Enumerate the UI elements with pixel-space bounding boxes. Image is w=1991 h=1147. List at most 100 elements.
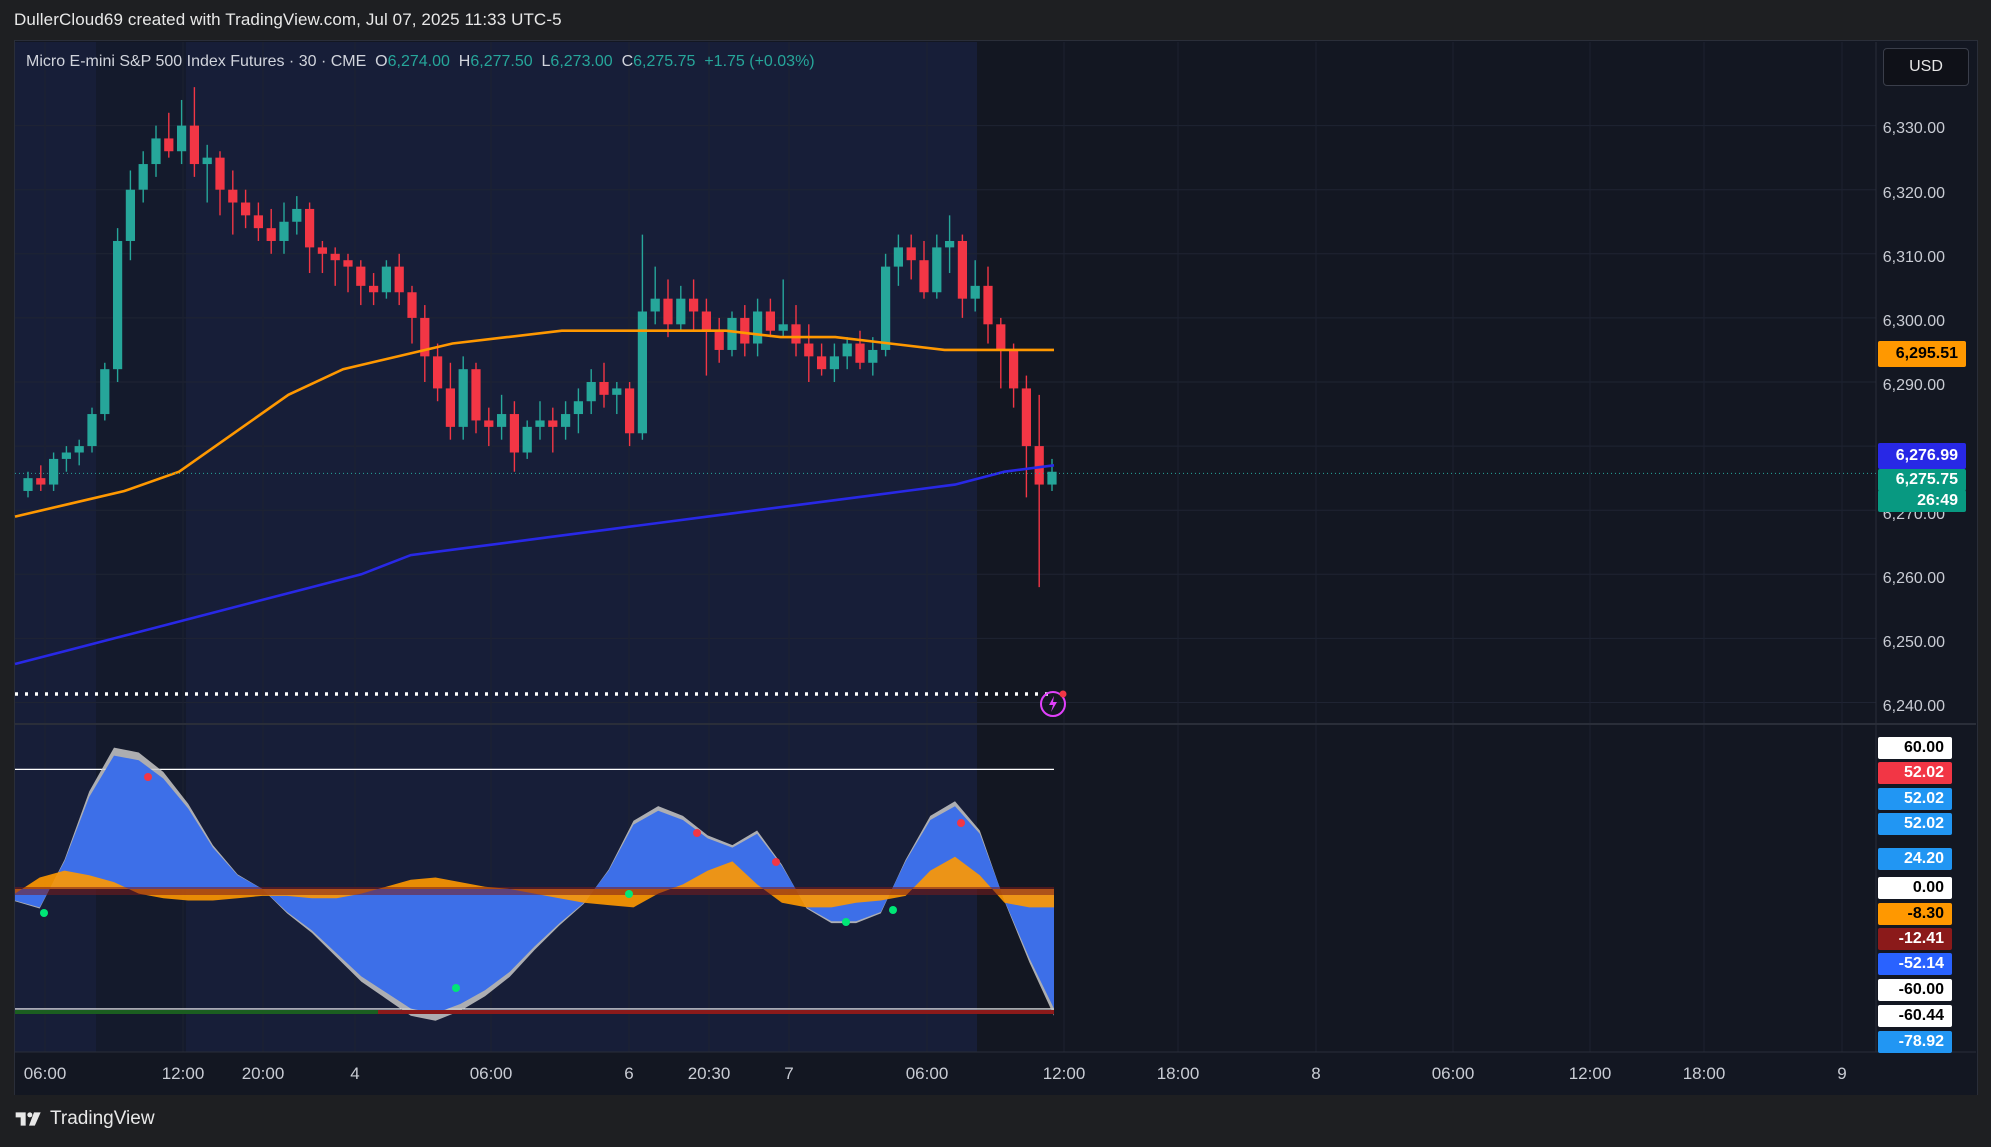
price-axis-label: 6,300.00: [1882, 313, 1945, 330]
oscillator-tag: 52.02: [1878, 813, 1952, 835]
oscillator-tag: 52.02: [1878, 788, 1952, 810]
candle-body: [1021, 388, 1032, 447]
oscillator-tag: -60.00: [1878, 979, 1952, 1001]
oscillator-tag: -78.92: [1878, 1031, 1952, 1053]
signal-dot: [957, 819, 965, 827]
candle-body: [650, 298, 660, 312]
candle-body: [381, 266, 392, 293]
candle-body: [842, 343, 852, 357]
tradingview-brand[interactable]: TradingView: [14, 1108, 155, 1130]
candle-body: [701, 311, 712, 331]
oscillator-tag: 60.00: [1878, 737, 1952, 759]
candle-body: [87, 414, 97, 447]
candle-body: [535, 420, 545, 427]
price-tag: 6,295.51: [1878, 341, 1966, 367]
candle-body: [1034, 446, 1044, 485]
time-axis-label: 06:00: [905, 1064, 949, 1083]
candle-body: [752, 311, 763, 344]
time-axis-label: 4: [350, 1064, 360, 1083]
candle-body: [61, 452, 72, 459]
price-tag: 26:49: [1878, 490, 1966, 512]
currency-selector[interactable]: USD: [1883, 48, 1969, 86]
candle-body: [829, 356, 840, 370]
candle-body: [394, 266, 404, 293]
candle-body: [944, 240, 955, 248]
close-value: 6,275.75: [633, 53, 696, 70]
price-tag: 6,276.99: [1878, 443, 1966, 469]
low-key: L: [541, 53, 551, 70]
candle-body: [240, 202, 251, 216]
candle-body: [266, 228, 276, 241]
candle-body: [740, 317, 750, 344]
oscillator-tag: 52.02: [1878, 762, 1952, 784]
change-value: +1.75 (+0.03%): [704, 53, 815, 70]
time-axis-label: 18:00: [1682, 1064, 1726, 1083]
candle-body: [509, 414, 520, 453]
price-axis-label: 6,240.00: [1882, 698, 1945, 715]
candle-body: [189, 125, 200, 165]
candle-body: [714, 330, 724, 350]
candle-body: [407, 292, 417, 318]
candle-body: [36, 478, 46, 485]
candle-body: [855, 343, 865, 363]
open-value: 6,274.00: [387, 53, 450, 70]
candle-body: [919, 260, 929, 293]
candle-body: [176, 125, 187, 152]
price-tag: 6,275.75: [1878, 469, 1966, 491]
oscillator-tag: -8.30: [1878, 903, 1952, 925]
candle-body: [548, 420, 558, 427]
candle-body: [957, 240, 968, 299]
signal-dot: [625, 890, 633, 898]
candle-body: [368, 285, 379, 293]
top-bar: DullerCloud69 created with TradingView.c…: [0, 0, 1991, 40]
candle-body: [996, 324, 1006, 350]
candle-body: [663, 298, 673, 325]
ema-fast-line: [14, 329, 1054, 518]
candle-body: [804, 343, 814, 357]
price-axis-label: 6,320.00: [1882, 185, 1945, 202]
candle-body: [445, 388, 456, 427]
price-axis-label: 6,250.00: [1882, 634, 1945, 651]
candle-body: [765, 311, 776, 331]
time-axis-label: 20:00: [241, 1064, 285, 1083]
signal-dot: [452, 984, 460, 992]
price-axis-label: 6,290.00: [1882, 377, 1945, 394]
oscillator-tag: -12.41: [1878, 928, 1952, 950]
symbol-legend[interactable]: Micro E-mini S&P 500 Index Futures · 30 …: [26, 53, 815, 71]
candle-body: [228, 189, 238, 203]
high-value: 6,277.50: [470, 53, 533, 70]
candle-body: [23, 478, 33, 491]
candle-body: [599, 382, 609, 395]
time-axis-label: 06:00: [1431, 1064, 1475, 1083]
candle-body: [1008, 349, 1019, 389]
brand-name: TradingView: [50, 1108, 155, 1129]
candle-body: [880, 266, 891, 350]
signal-dot: [889, 906, 897, 914]
candle-body: [983, 285, 993, 325]
ema-slow-line: [14, 464, 1055, 666]
lightning-icon[interactable]: [1039, 689, 1067, 717]
candle-body: [356, 266, 366, 286]
time-axis-label: 9: [1837, 1064, 1847, 1083]
candle-body: [970, 285, 980, 299]
candle-body: [868, 349, 878, 363]
signal-dot: [842, 918, 850, 926]
signal-dot: [772, 858, 780, 866]
candle-body: [458, 369, 468, 427]
candle-body: [727, 317, 737, 350]
snapshot-credit: DullerCloud69 created with TradingView.c…: [14, 10, 562, 29]
candle-body: [432, 356, 443, 389]
candle-body: [637, 311, 648, 434]
candle-body: [586, 382, 596, 402]
candle-body: [612, 388, 622, 395]
candle-body: [471, 369, 481, 421]
candle-body: [893, 247, 904, 267]
candle-body: [74, 446, 84, 453]
time-axis-label: 06:00: [469, 1064, 513, 1083]
price-axis-label: 6,310.00: [1882, 249, 1945, 266]
signal-dot: [40, 909, 48, 917]
oscillator-tag: -60.44: [1878, 1005, 1952, 1027]
high-key: H: [458, 53, 471, 70]
candle-body: [791, 324, 801, 344]
